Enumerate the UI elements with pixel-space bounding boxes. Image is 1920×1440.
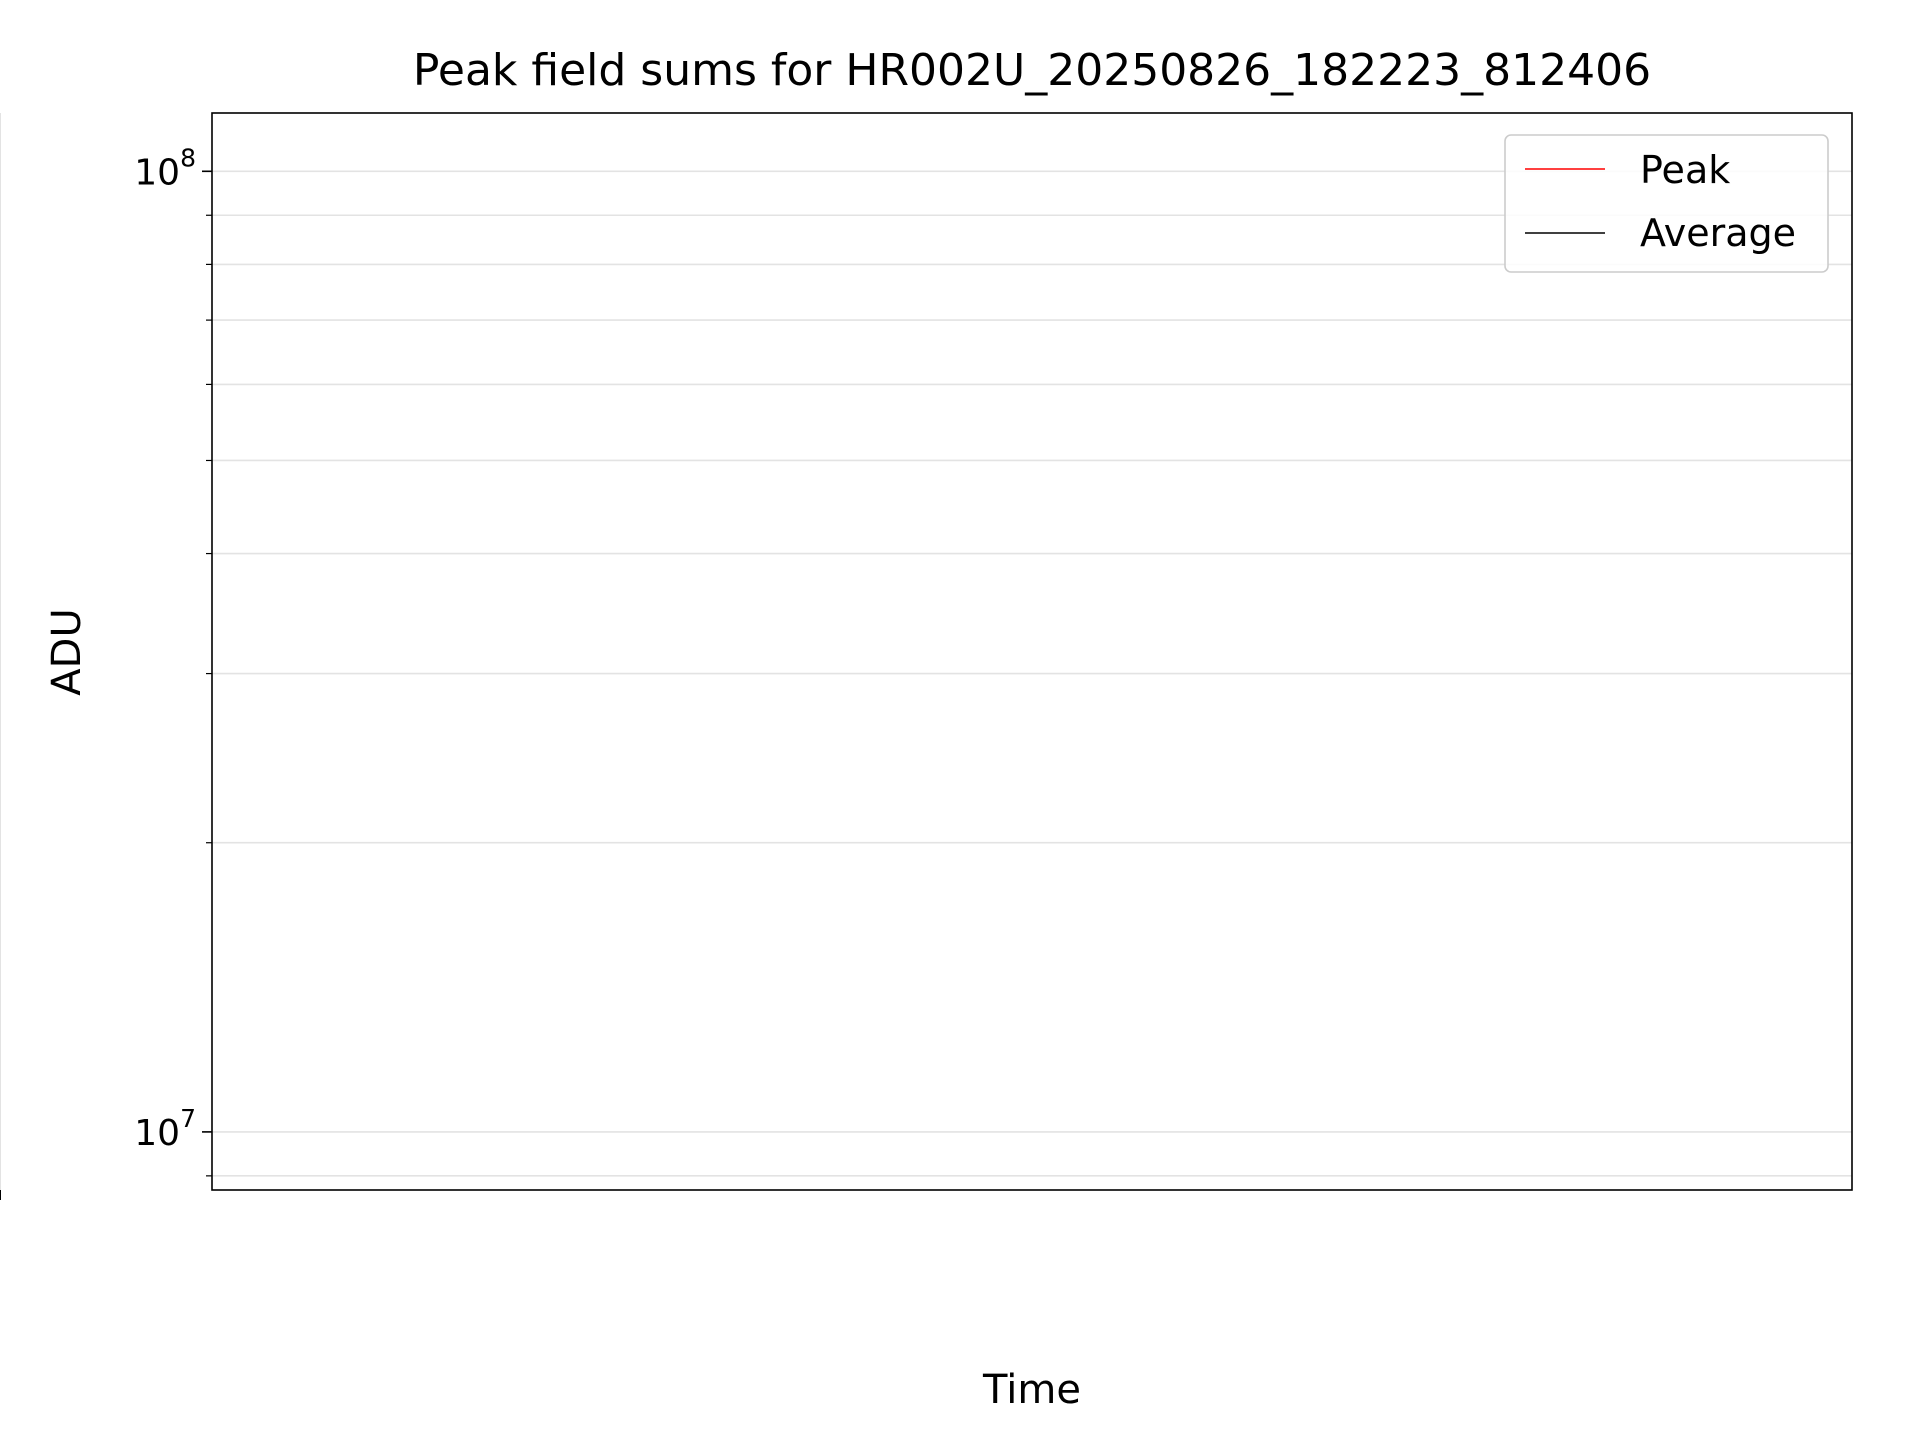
y-tick-label-exponent: 7 <box>180 1104 196 1133</box>
y-axis-label: ADU <box>44 608 90 695</box>
x-axis-label: Time <box>982 1367 1081 1413</box>
legend: Peak Average <box>1504 134 1829 273</box>
y-tick-label-base: 10 <box>134 152 180 193</box>
y-tick-label: 107 <box>134 1104 196 1154</box>
y-tick-label-base: 10 <box>134 1113 180 1154</box>
y-tick-label: 108 <box>134 143 196 193</box>
plot-frame <box>211 112 1853 1191</box>
chart-title: Peak field sums for HR002U_20250826_1822… <box>413 45 1651 96</box>
legend-peak-label: Peak <box>1640 148 1730 192</box>
y-tick-label-exponent: 8 <box>180 143 196 172</box>
legend-average-label: Average <box>1640 211 1796 255</box>
